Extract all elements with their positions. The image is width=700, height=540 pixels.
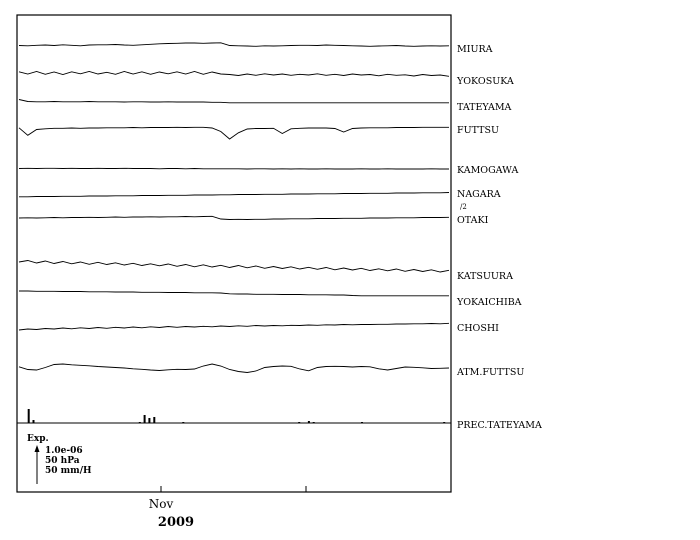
x-tick-label-nov: Nov xyxy=(149,497,174,511)
precip-bar xyxy=(182,422,185,423)
legend-line-1: 1.0e-06 xyxy=(45,446,83,456)
precip-bar xyxy=(307,421,310,423)
series-futtsu xyxy=(18,126,449,140)
series-label-katsuura: KATSUURA xyxy=(457,271,513,282)
legend-line-3: 50 mm/H xyxy=(45,466,92,476)
series-choshi xyxy=(18,322,450,331)
precip-bar xyxy=(27,409,30,423)
series-label-futtsu: FUTTSU xyxy=(457,125,499,136)
series-label-prec-tateyama: PREC.TATEYAMA xyxy=(457,420,542,431)
series-label-nagara: NAGARA xyxy=(457,189,501,200)
nagara-scale-note: /2 xyxy=(460,203,467,211)
series-nagara xyxy=(19,192,450,198)
plot-frame xyxy=(16,14,452,493)
legend-title: Exp. xyxy=(27,434,49,444)
precip-bar xyxy=(443,422,446,423)
series-yokosuka xyxy=(18,71,450,77)
series-label-miura: MIURA xyxy=(457,44,493,55)
precip-bar xyxy=(148,418,151,423)
label-group: MIURA YOKOSUKA TATEYAMA FUTTSU KAMOGAWA NAGAR… xyxy=(456,44,542,431)
series-label-choshi: CHOSHI xyxy=(457,323,499,334)
precip-bar xyxy=(138,422,141,423)
series-label-yokosuka: YOKOSUKA xyxy=(456,76,514,87)
x-year-label: 2009 xyxy=(158,515,194,530)
series-otaki xyxy=(18,215,450,220)
scale-legend: Exp. 1.0e-06 50 hPa 50 mm/H xyxy=(27,434,92,484)
x-tick-group: Nov 2009 xyxy=(149,486,307,530)
series-tateyama xyxy=(18,99,449,104)
series-label-atm-futtsu: ATM.FUTTSU xyxy=(456,367,524,378)
legend-arrow-head xyxy=(34,445,40,452)
precip-bar xyxy=(153,417,156,423)
series-kamogawa xyxy=(18,167,449,170)
precip-bar xyxy=(361,422,363,423)
trace-group xyxy=(18,42,450,423)
precip-bar xyxy=(32,420,35,423)
precip-bar xyxy=(143,415,146,423)
series-label-tateyama: TATEYAMA xyxy=(457,102,512,113)
series-label-yokaichiba: YOKAICHIBA xyxy=(456,297,522,308)
precip-bar xyxy=(312,422,315,423)
series-prec-tateyama xyxy=(27,409,446,423)
legend-line-2: 50 hPa xyxy=(45,456,80,466)
series-atm-futtsu xyxy=(18,363,450,373)
series-miura xyxy=(18,42,450,47)
series-yokaichiba xyxy=(19,290,449,297)
series-katsuura xyxy=(18,260,450,273)
series-label-kamogawa: KAMOGAWA xyxy=(457,165,518,176)
series-label-otaki: OTAKI xyxy=(457,215,489,226)
precip-bar xyxy=(298,422,301,423)
